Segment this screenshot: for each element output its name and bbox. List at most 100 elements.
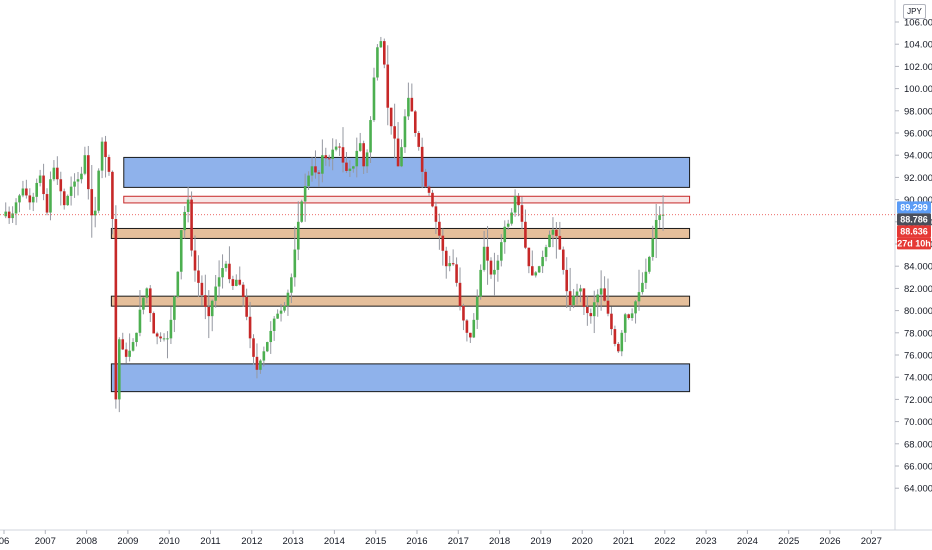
candle	[317, 170, 321, 187]
candle	[413, 110, 417, 137]
candle-body	[651, 238, 655, 257]
price-tag-bg	[897, 237, 931, 250]
currency-badge[interactable]: JPY	[903, 4, 926, 19]
candle	[45, 188, 49, 216]
candle	[49, 171, 52, 221]
candle	[25, 179, 28, 199]
price-tick-label: 64.000	[904, 484, 932, 495]
candle-body	[544, 247, 548, 257]
candle-body	[661, 214, 665, 216]
price-tag[interactable]: 27d 10h	[897, 237, 931, 250]
candle	[352, 165, 355, 173]
support-zone-0[interactable]	[123, 156, 691, 188]
candle	[510, 208, 513, 226]
candle-body	[534, 272, 538, 276]
candle	[179, 229, 183, 280]
candle-body	[579, 288, 582, 292]
candle	[503, 220, 507, 254]
candle-body	[486, 246, 489, 261]
candle	[114, 205, 118, 409]
price-tag[interactable]: 89.299	[897, 201, 931, 214]
time-tick-label: 2014	[324, 536, 345, 547]
candle	[155, 331, 159, 345]
candle	[265, 341, 269, 353]
candle	[651, 225, 655, 261]
candle	[166, 331, 169, 359]
candle-body	[25, 188, 28, 196]
candle	[610, 306, 613, 336]
candle	[644, 258, 648, 290]
candle	[620, 330, 624, 357]
candle	[472, 313, 476, 339]
candle	[310, 157, 314, 182]
tan-zone-3[interactable]	[110, 295, 691, 307]
candle-body	[524, 221, 527, 248]
candle	[407, 82, 410, 121]
candle	[303, 173, 307, 222]
candle-body	[637, 292, 641, 302]
candle	[524, 209, 527, 250]
candle-body	[155, 333, 159, 337]
candle	[589, 308, 593, 324]
candle-body	[52, 167, 56, 180]
candle	[596, 289, 599, 317]
candle-body	[331, 149, 334, 159]
candle-body	[272, 318, 276, 331]
support-zone-4[interactable]	[110, 363, 691, 393]
candle-body	[362, 143, 365, 167]
price-tick-label: 72.000	[904, 395, 932, 406]
candle	[69, 176, 73, 206]
candle	[558, 221, 562, 250]
candle-body	[286, 292, 290, 306]
red-zone-1[interactable]	[123, 195, 691, 204]
candle	[586, 296, 589, 326]
candle-body	[128, 350, 131, 357]
candle	[87, 145, 90, 200]
candle-body	[131, 342, 135, 351]
tan-zone-2[interactable]	[110, 227, 691, 239]
candle	[228, 246, 231, 284]
candle-body	[648, 256, 651, 272]
candle-body	[334, 146, 338, 150]
price-tick-label: 94.000	[904, 151, 932, 162]
candle-body	[407, 97, 410, 117]
candle	[355, 137, 359, 178]
candle	[138, 290, 142, 337]
candle	[80, 166, 83, 184]
candle-body	[303, 186, 307, 202]
candle	[76, 171, 80, 196]
candle-body	[623, 314, 627, 333]
candle-body	[18, 195, 21, 203]
candle	[283, 302, 286, 313]
candle-body	[400, 147, 403, 167]
time-tick-label: 2010	[159, 536, 180, 547]
candle	[489, 257, 493, 279]
candle	[59, 171, 63, 206]
candle	[321, 139, 324, 183]
candle-body	[217, 277, 221, 287]
price-tag[interactable]: 88.636	[897, 225, 931, 238]
candle-body	[610, 313, 613, 330]
candle	[131, 338, 135, 352]
candle	[341, 127, 345, 173]
candle	[358, 132, 362, 152]
candle	[592, 290, 596, 334]
price-tags-layer: 89.299 88.786 88.636 27d 10h	[897, 201, 931, 250]
price-tag-bg	[897, 201, 931, 214]
price-tag-bg	[897, 213, 931, 226]
time-tick-label: 2012	[241, 536, 262, 547]
candle-body	[197, 270, 200, 283]
candle	[93, 196, 97, 228]
candle	[190, 191, 193, 257]
price-tag-label: 89.299	[900, 202, 928, 212]
candle	[200, 275, 204, 306]
candle-body	[586, 306, 589, 314]
price-tag[interactable]: 88.786	[897, 213, 931, 226]
candle	[613, 325, 617, 347]
candle	[31, 192, 35, 212]
time-tick-label: 2023	[696, 536, 717, 547]
candle	[176, 271, 180, 298]
